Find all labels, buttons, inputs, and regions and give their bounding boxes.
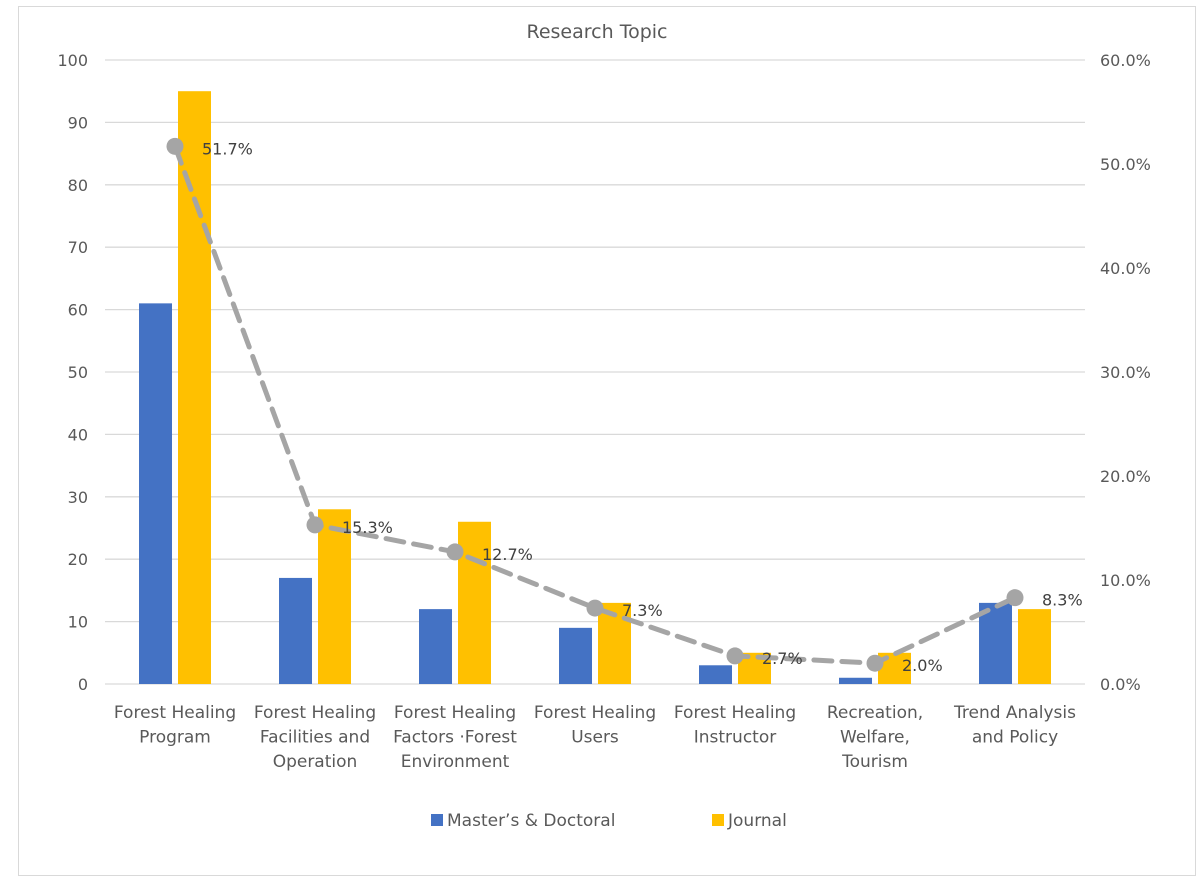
bars [139, 91, 1051, 684]
y-tick-label-left: 40 [68, 425, 88, 444]
chart-frame [18, 6, 1196, 876]
bar-masters-doctoral [839, 677, 872, 684]
y-tick-label-left: 90 [68, 113, 88, 132]
y-tick-label-right: 60.0% [1100, 51, 1151, 70]
y-tick-label-right: 50.0% [1100, 155, 1151, 174]
y-tick-label-left: 0 [78, 675, 88, 694]
bar-masters-doctoral [139, 303, 172, 684]
percentage-data-label: 2.0% [902, 656, 943, 675]
y-tick-label-left: 80 [68, 176, 88, 195]
y-tick-label-right: 40.0% [1100, 259, 1151, 278]
percentage-point [726, 647, 744, 665]
x-category-label: Forest Healing Program [114, 703, 236, 748]
y-tick-label-left: 20 [68, 550, 88, 569]
percentage-point [586, 599, 604, 617]
bar-masters-doctoral [699, 665, 732, 684]
x-category-label: Forest Healing Users [534, 703, 656, 748]
chart-title: Research Topic [527, 21, 668, 43]
legend: Master’s & Doctoral Journal [431, 811, 787, 831]
x-category-label: Recreation, Welfare, Tourism [827, 703, 923, 772]
bar-masters-doctoral [419, 609, 452, 684]
y-tick-label-right: 10.0% [1100, 571, 1151, 590]
percentage-data-label: 8.3% [1042, 591, 1083, 610]
legend-swatch [712, 814, 724, 826]
y-tick-label-left: 70 [68, 238, 88, 257]
percentage-point [306, 516, 324, 534]
percentage-line [166, 137, 1024, 672]
percentage-data-label: 51.7% [202, 139, 253, 158]
bar-journal [1018, 609, 1051, 684]
percentage-data-label: 12.7% [482, 545, 533, 564]
percentage-point [446, 543, 464, 561]
y-tick-label-right: 30.0% [1100, 363, 1151, 382]
legend-swatch [431, 814, 443, 826]
y-tick-label-right: 20.0% [1100, 467, 1151, 486]
bar-journal [458, 521, 491, 684]
percentage-point [1006, 589, 1024, 607]
percentage-point [166, 137, 184, 155]
y-tick-label-left: 100 [57, 51, 88, 70]
y-tick-label-left: 30 [68, 488, 88, 507]
x-category-label: Forest Healing Factors ·Forest Environment [393, 703, 517, 772]
bar-masters-doctoral [979, 602, 1012, 684]
x-category-label: Forest Healing Instructor [674, 703, 796, 748]
y-tick-label-right: 0.0% [1100, 675, 1141, 694]
x-category-label: Forest Healing Facilities and Operation [254, 703, 376, 772]
legend-label: Master’s & Doctoral [447, 811, 615, 831]
legend-label: Journal [727, 811, 787, 831]
percentage-data-label: 15.3% [342, 518, 393, 537]
percentage-data-label: 7.3% [622, 601, 663, 620]
percentage-point [866, 654, 884, 672]
y-tick-label-left: 50 [68, 363, 88, 382]
percentage-data-label: 2.7% [762, 649, 803, 668]
bar-journal [178, 91, 211, 684]
x-category-label: Trend Analysis and Policy [953, 703, 1076, 748]
bar-masters-doctoral [559, 627, 592, 684]
bar-masters-doctoral [279, 577, 312, 684]
y-tick-label-left: 60 [68, 301, 88, 320]
labels: 0 10 20 30 40 50 60 70 80 90 100 0.0% 10.0% 20.0% 30.0… [57, 51, 1150, 772]
gridlines [105, 59, 1085, 685]
bar-journal [318, 509, 351, 684]
y-tick-label-left: 10 [68, 613, 88, 632]
